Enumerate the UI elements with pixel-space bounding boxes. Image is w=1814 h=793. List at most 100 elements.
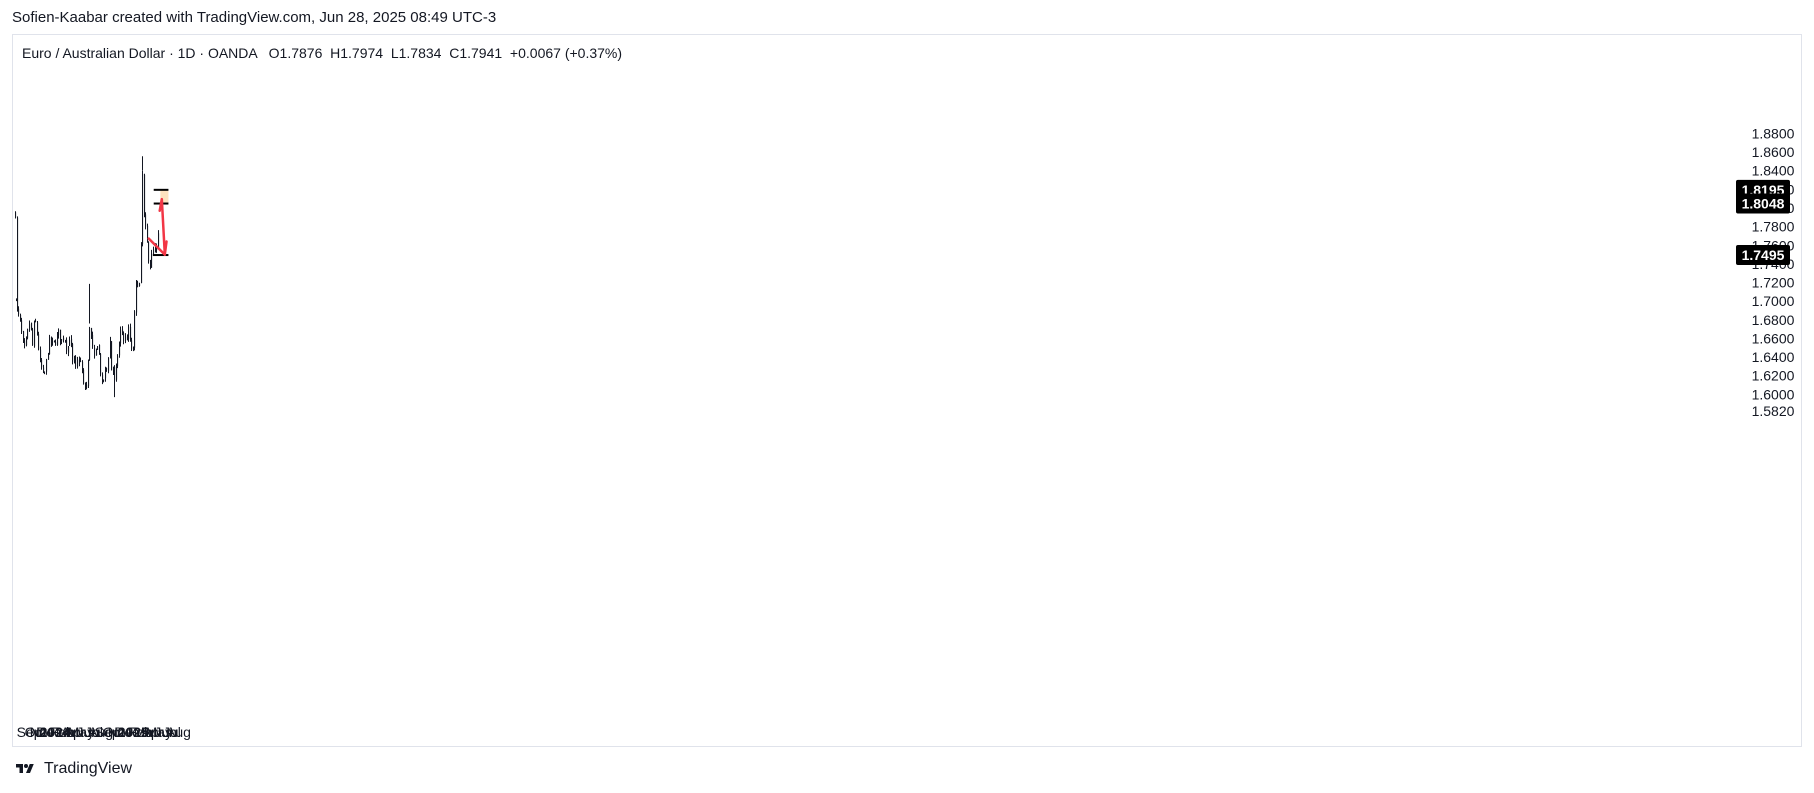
candle-body bbox=[77, 359, 79, 367]
projection-arrow[interactable] bbox=[158, 197, 167, 256]
y-tick-label: 1.6800 bbox=[1752, 312, 1795, 328]
level-price-tag: 1.8048 bbox=[1736, 193, 1790, 214]
x-tick-label: Apr bbox=[142, 724, 164, 740]
y-axis[interactable]: 1.88001.86001.84001.82001.80001.78001.76… bbox=[1752, 125, 1795, 419]
candle-body bbox=[119, 344, 121, 356]
candle-body bbox=[155, 246, 157, 251]
candle-body bbox=[68, 346, 70, 353]
candle-body bbox=[106, 368, 108, 370]
candle-body bbox=[123, 332, 125, 341]
candle-body bbox=[99, 345, 101, 355]
candle-body bbox=[55, 341, 57, 346]
x-tick-label: Nov bbox=[108, 724, 133, 740]
y-tick-label: 1.8400 bbox=[1752, 163, 1795, 179]
y-tick-label: 1.5820 bbox=[1752, 403, 1795, 419]
y-tick-label: 1.8800 bbox=[1752, 125, 1795, 141]
x-tick-label: Mar bbox=[56, 724, 80, 740]
candle-body bbox=[79, 360, 81, 363]
candle-body bbox=[69, 339, 71, 346]
attribution-text: Sofien-Kaabar created with TradingView.c… bbox=[12, 9, 497, 26]
candle-body bbox=[75, 356, 77, 367]
x-axis[interactable]: SepOctNovDec2024FebMarAprMayJunJulAugSep… bbox=[17, 724, 191, 740]
x-tick-label: May bbox=[146, 724, 172, 740]
x-tick-label: Jul bbox=[85, 724, 103, 740]
candle-body bbox=[122, 329, 124, 332]
candle-body bbox=[156, 246, 158, 250]
candle-body bbox=[49, 337, 51, 355]
candle-body bbox=[26, 337, 28, 346]
candle-body bbox=[147, 225, 149, 243]
x-tick-label: Oct bbox=[25, 724, 47, 740]
candle-body bbox=[38, 333, 40, 350]
candle-body bbox=[27, 329, 29, 339]
candle-body bbox=[15, 212, 17, 218]
level-tag-bg bbox=[1736, 193, 1790, 214]
candle-body bbox=[54, 340, 56, 342]
x-tick-label: Dec bbox=[114, 724, 139, 740]
candle-body bbox=[61, 339, 63, 341]
candle-body bbox=[133, 348, 135, 351]
candle-body bbox=[120, 329, 122, 343]
candle-body bbox=[102, 374, 104, 382]
candle-body bbox=[151, 253, 153, 268]
candle-body bbox=[34, 321, 36, 347]
candle-body bbox=[91, 328, 93, 337]
resistance-zone[interactable] bbox=[160, 189, 169, 204]
candle-body bbox=[110, 340, 112, 359]
candle-body bbox=[66, 339, 68, 352]
candle-body bbox=[83, 369, 85, 384]
candle-body bbox=[142, 173, 144, 245]
x-tick-label: Mar bbox=[134, 724, 158, 740]
candle-body bbox=[96, 348, 98, 356]
level-price-tag: 1.7495 bbox=[1736, 245, 1790, 266]
candle-body bbox=[41, 359, 43, 368]
level-tag-label: 1.8048 bbox=[1742, 196, 1785, 212]
chart-frame bbox=[12, 34, 1802, 747]
candle-body bbox=[100, 353, 102, 375]
candle-body bbox=[17, 217, 19, 309]
candle-body bbox=[97, 346, 99, 350]
candle-body bbox=[137, 282, 139, 288]
candle-body bbox=[148, 242, 150, 262]
candle-body bbox=[82, 361, 84, 372]
candles[interactable] bbox=[15, 156, 160, 398]
symbol-legend: Euro / Australian Dollar · 1D · OANDA O1… bbox=[22, 45, 623, 61]
y-tick-label: 1.6400 bbox=[1752, 349, 1795, 365]
candle-body bbox=[117, 355, 119, 367]
candle-body bbox=[58, 329, 60, 336]
x-tick-label: Apr bbox=[64, 724, 86, 740]
candle-body bbox=[23, 331, 25, 342]
y-tick-label: 1.6000 bbox=[1752, 386, 1795, 402]
candle-body bbox=[18, 308, 20, 315]
candle-body bbox=[48, 353, 50, 360]
candle-body bbox=[46, 359, 48, 372]
candle-body bbox=[141, 242, 143, 283]
candle-body bbox=[134, 311, 136, 348]
brand-name: TradingView bbox=[44, 760, 133, 777]
candle-body bbox=[35, 320, 37, 322]
projection-arrowhead bbox=[147, 237, 168, 256]
x-tick-label: Jun bbox=[76, 724, 99, 740]
candle-body bbox=[31, 322, 33, 330]
x-tick-label: Jun bbox=[154, 724, 177, 740]
y-tick-label: 1.7200 bbox=[1752, 275, 1795, 291]
candle-body bbox=[114, 366, 116, 381]
candle-body bbox=[72, 343, 74, 362]
y-tick-label: 1.7800 bbox=[1752, 219, 1795, 235]
candle-body bbox=[139, 283, 141, 287]
candle-body bbox=[37, 322, 39, 335]
candle-body bbox=[88, 360, 90, 386]
y-tick-label: 1.6200 bbox=[1752, 368, 1795, 384]
candle-body bbox=[40, 349, 42, 360]
x-tick-label: Dec bbox=[36, 724, 61, 740]
candle-body bbox=[125, 336, 127, 341]
tradingview-brand[interactable]: TradingView bbox=[12, 760, 132, 778]
candle-body bbox=[29, 323, 31, 330]
candle-body bbox=[150, 262, 152, 267]
candle-body bbox=[60, 329, 62, 342]
candle-body bbox=[74, 356, 76, 362]
candle-body bbox=[130, 326, 132, 340]
x-tick-label: 2025 bbox=[118, 724, 149, 740]
candle-body bbox=[108, 358, 110, 371]
